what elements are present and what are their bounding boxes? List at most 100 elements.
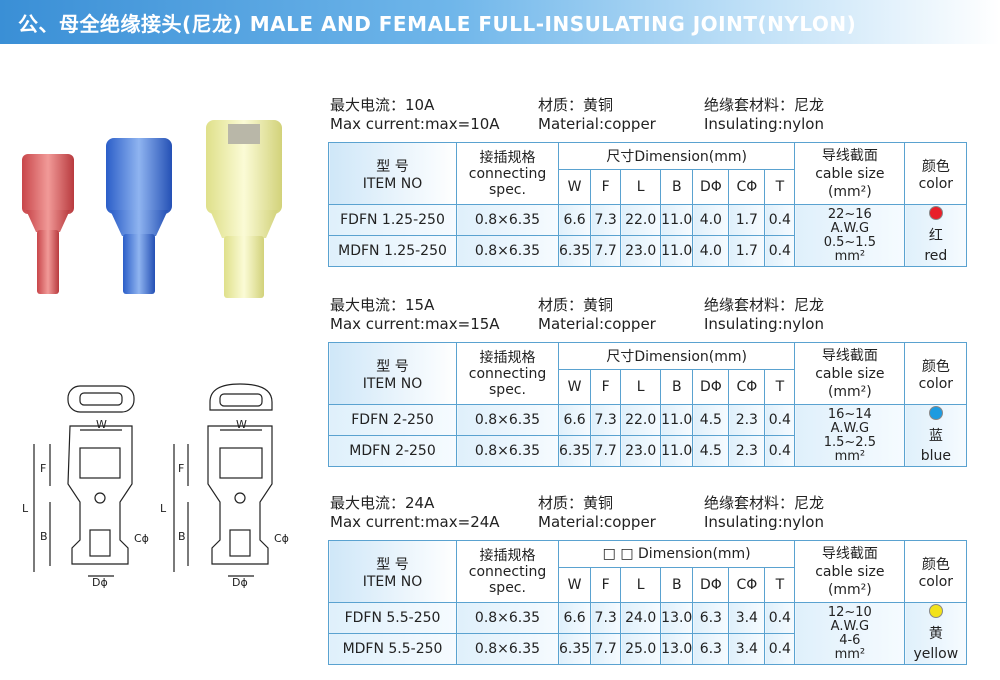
connecting-spec: 0.8×6.35 [456, 404, 559, 436]
blue-connector [106, 138, 172, 294]
color-cn: 蓝 [928, 427, 943, 444]
dim-col-header: CΦ [728, 369, 766, 405]
mm-unit: mm² [834, 248, 866, 264]
dim-col-header: T [764, 567, 796, 603]
color-en: yellow [913, 645, 959, 662]
dim-value: 6.6 [557, 204, 592, 236]
connecting-header-cn: 接插规格 [479, 349, 536, 366]
dim-value: 23.0 [620, 235, 662, 267]
item-no: FDFN 1.25-250 [328, 204, 457, 236]
cable-header-cn: 导线截面 [821, 147, 878, 164]
mm-unit: mm² [834, 646, 866, 662]
dim-value: 6.6 [557, 602, 592, 634]
dim-value: 11.0 [660, 404, 694, 436]
color-swatch [928, 603, 943, 618]
table-row: MDFN 1.25-250 0.8×6.35 6.35 7.7 23.0 11.0 4.0 1… [328, 235, 967, 267]
diagram-label-d: Dϕ [92, 576, 108, 589]
table-row: FDFN 1.25-250 0.8×6.35 6.6 7.3 22.0 11.0 4.0 1.… [328, 204, 968, 267]
dim-col-header: T [764, 369, 796, 405]
connecting-spec: 0.8×6.35 [456, 633, 559, 665]
dim-value: 2.3 [728, 435, 766, 467]
awg-range: 12~10 [827, 604, 872, 620]
item-header-en: ITEM NO [362, 573, 423, 590]
spec-insul-en: Insulating:nylon [704, 115, 824, 133]
spec-current-en: Max current:max=15A [330, 315, 500, 333]
spec-insul-en: Insulating:nylon [704, 513, 824, 531]
dim-value: 3.4 [728, 602, 766, 634]
cable-size: 12~10 A.W.G 4-6 mm² [794, 602, 906, 665]
mm-range: 4-6 [839, 632, 861, 648]
diagram-label-c: Cϕ [134, 532, 149, 545]
dim-value: 6.3 [692, 602, 730, 634]
dim-value: 4.0 [692, 235, 730, 267]
dim-value: 6.35 [557, 633, 592, 665]
color-header-cn: 颜色 [921, 556, 950, 573]
spec-current-cn: 最大电流：10A [330, 96, 435, 114]
item-no: MDFN 2-250 [328, 435, 457, 467]
dim-col-header: L [620, 169, 662, 205]
cable-size: 22~16 A.W.G 0.5~1.5 mm² [794, 204, 906, 267]
dim-value: 6.3 [692, 633, 730, 665]
color-header: 颜色 color [904, 342, 968, 405]
dim-value: 7.3 [590, 602, 622, 634]
table-row: FDFN 5.5-250 0.8×6.35 6.6 7.3 24.0 13.0 6.3 3.4… [328, 602, 968, 665]
cable-header-cn: 导线截面 [821, 347, 878, 364]
connector-photos [22, 120, 282, 298]
awg-unit: A.W.G [830, 220, 870, 236]
diagram-label-f: F [40, 462, 46, 475]
cable-size: 16~14 A.W.G 1.5~2.5 mm² [794, 404, 906, 467]
diagram-label-c: Cϕ [274, 532, 289, 545]
dim-col-header: CΦ [728, 169, 766, 205]
cable-header-en: cable size [815, 365, 885, 382]
dim-value: 6.35 [557, 435, 592, 467]
item-header: 型 号 ITEM NO [328, 142, 457, 205]
dim-value: 11.0 [660, 435, 694, 467]
dim-value: 7.3 [590, 204, 622, 236]
red-connector [22, 154, 74, 294]
color-cell: 蓝 blue [904, 404, 968, 467]
dim-value: 6.35 [557, 235, 592, 267]
spec-current-en: Max current:max=24A [330, 513, 500, 531]
spec-material-en: Material:copper [538, 115, 656, 133]
dim-value: 23.0 [620, 435, 662, 467]
connecting-header-en: connecting [468, 365, 547, 382]
awg-unit: A.W.G [830, 420, 870, 436]
spec-material-en: Material:copper [538, 513, 656, 531]
spec-insul-cn: 绝缘套材料：尼龙 [704, 494, 825, 512]
dim-value: 2.3 [728, 404, 766, 436]
dim-col-header: T [764, 169, 796, 205]
dim-col-header: B [660, 169, 694, 205]
diagram-label-w: W [96, 418, 107, 431]
spec-table: 型 号 ITEM NO 接插规格 connecting spec. 尺寸Dimension… [328, 142, 968, 267]
diagram-label-b: B [40, 530, 48, 543]
dim-value: 6.6 [557, 404, 592, 436]
mm-unit: mm² [834, 448, 866, 464]
color-header-en: color [918, 375, 954, 392]
dimension-diagram: W W F F L L B B Cϕ Cϕ Dϕ Dϕ [22, 383, 289, 589]
color-header-en: color [918, 573, 954, 590]
awg-unit: A.W.G [830, 618, 870, 634]
dimension-header: 尺寸Dimension(mm) [557, 142, 796, 170]
dim-col-header: B [660, 369, 694, 405]
connecting-header: 接插规格 connecting spec. [456, 342, 559, 405]
item-no: FDFN 2-250 [328, 404, 457, 436]
color-swatch [928, 205, 943, 220]
color-cell: 红 red [904, 204, 968, 267]
color-cn: 黄 [928, 625, 943, 642]
item-header-cn: 型 号 [376, 158, 409, 175]
dim-value: 4.5 [692, 404, 730, 436]
dim-col-header: F [590, 567, 622, 603]
table-row: MDFN 2-250 0.8×6.35 6.35 7.7 23.0 11.0 4.5 2.3 0… [328, 435, 967, 467]
spec-material-cn: 材质：黄铜 [538, 296, 614, 314]
item-no: MDFN 5.5-250 [328, 633, 457, 665]
dim-value: 4.0 [692, 204, 730, 236]
spec-current-cn: 最大电流：24A [330, 494, 435, 512]
dim-value: 0.4 [764, 204, 796, 236]
item-header-en: ITEM NO [362, 175, 423, 192]
dim-col-header: L [620, 567, 662, 603]
table-row: MDFN 5.5-250 0.8×6.35 6.35 7.7 25.0 13.0 6.3 3.… [328, 633, 967, 665]
dim-col-header: CΦ [728, 567, 766, 603]
item-header: 型 号 ITEM NO [328, 540, 457, 603]
diagram-label-f: F [178, 462, 184, 475]
spec-current-cn: 最大电流：15A [330, 296, 435, 314]
